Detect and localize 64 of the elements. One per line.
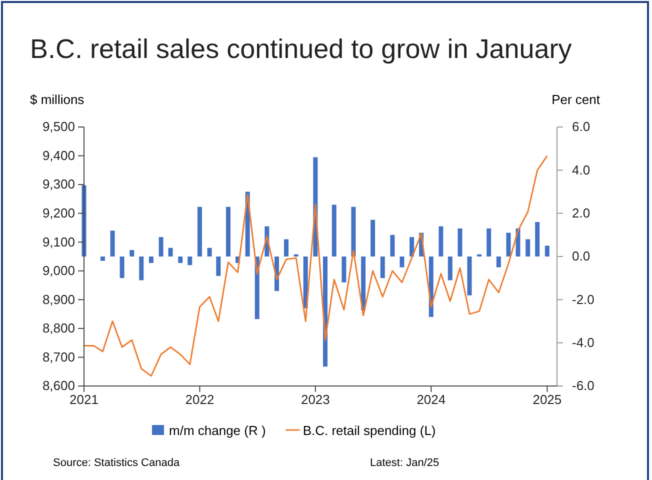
- bar: [390, 234, 395, 256]
- x-tick-label: 2025: [532, 392, 562, 408]
- chart-title: B.C. retail sales continued to grow in January: [30, 34, 572, 64]
- y2-tick-label: -2.0: [572, 292, 594, 307]
- bar: [158, 237, 164, 256]
- y2-axis-title: Per cent: [552, 92, 600, 107]
- bar: [168, 248, 173, 256]
- bar: [178, 256, 183, 263]
- y-tick-label: 9,500: [42, 119, 75, 134]
- x-tick-label: 2023: [300, 392, 330, 408]
- bar: [216, 256, 221, 276]
- bar: [100, 256, 105, 261]
- bar: [207, 248, 212, 256]
- y-tick-label: 8,600: [42, 378, 75, 394]
- y-tick-label: 9,000: [42, 263, 75, 278]
- x-tick-label: 2021: [70, 392, 98, 408]
- bar: [526, 239, 530, 256]
- bar: [410, 237, 414, 256]
- y-tick-label: 9,200: [42, 205, 75, 220]
- y2-tick-label: -4.0: [572, 334, 594, 350]
- bar: [486, 228, 492, 256]
- legend-label: m/m change (R ): [169, 423, 266, 438]
- bar: [535, 222, 540, 256]
- y2-tick-label: -6.0: [572, 378, 594, 394]
- y-tick-label: 8,900: [42, 292, 75, 307]
- bar: [370, 220, 376, 256]
- bar: [544, 246, 550, 256]
- bar: [226, 206, 230, 256]
- line-series: [83, 155, 548, 377]
- bar: [110, 230, 115, 256]
- bar: [496, 256, 501, 268]
- bar: [139, 256, 144, 280]
- y2-tick-label: 6.0: [572, 119, 590, 134]
- y-tick-label: 8,800: [42, 320, 75, 336]
- bar: [332, 204, 336, 256]
- y-tick-label: 9,400: [42, 148, 75, 163]
- y-tick-label: 9,300: [42, 176, 75, 192]
- x-tick-label: 2024: [416, 392, 446, 408]
- x-tick-label: 2022: [185, 392, 214, 408]
- y2-tick-label: 4.0: [572, 162, 590, 178]
- bar: [438, 226, 444, 256]
- bar: [120, 256, 124, 278]
- y-tick-label: 9,100: [42, 234, 75, 250]
- source-note: Source: Statistics Canada: [53, 457, 180, 469]
- bar: [458, 228, 462, 256]
- text: Latest: Jan/25: [370, 457, 440, 469]
- bar: [506, 232, 511, 256]
- bar: [188, 256, 192, 266]
- bar: [342, 256, 346, 282]
- bar: [400, 256, 404, 268]
- bar: [361, 256, 366, 310]
- bar: [448, 256, 452, 280]
- bar: [284, 239, 289, 256]
- y-tick-label: 8,700: [42, 349, 75, 364]
- bar: [148, 256, 154, 263]
- bar: [467, 256, 472, 296]
- legend-label: B.C. retail spending (L): [302, 423, 436, 438]
- bar: [197, 206, 202, 256]
- bar: [130, 250, 134, 256]
- bar: [380, 256, 385, 278]
- y2-tick-label: 2.0: [572, 205, 590, 220]
- y-axis-title: $ millions: [30, 92, 85, 107]
- bar: [351, 206, 356, 256]
- y2-tick-label: 0.0: [572, 248, 590, 264]
